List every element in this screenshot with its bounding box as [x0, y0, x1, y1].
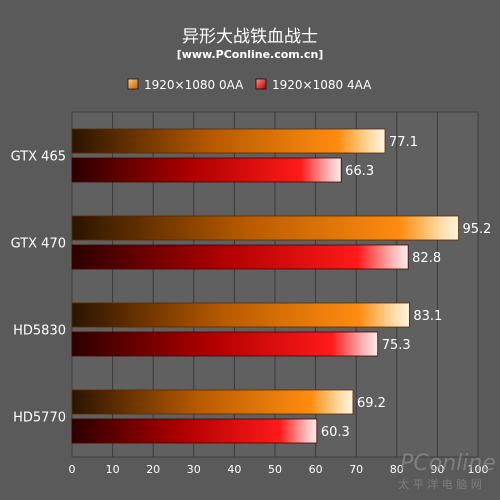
legend-swatch-4aa	[255, 78, 267, 90]
category-label-1: GTX 470	[11, 237, 66, 252]
category-label-3: HD5770	[13, 411, 66, 426]
x-tick-label-50: 50	[268, 463, 282, 476]
value-label-0-0: 77.1	[389, 135, 418, 150]
x-tick-label-70: 70	[349, 463, 363, 476]
bar-0-0	[71, 128, 386, 154]
legend: 1920×1080 0AA 1920×1080 4AA	[127, 78, 372, 92]
x-tick-label-0: 0	[69, 463, 76, 476]
value-label-2-1: 75.3	[382, 338, 411, 353]
value-label-3-1: 60.3	[321, 425, 350, 440]
bar-3-1	[71, 418, 318, 444]
legend-swatch-0aa	[127, 78, 139, 90]
chart-title: 异形大战铁血战士	[182, 27, 318, 47]
x-tick-label-40: 40	[227, 463, 241, 476]
chart-subtitle: [www.PConline.com.cn]	[177, 48, 324, 61]
x-tick-label-20: 20	[146, 463, 160, 476]
bar-0-1	[71, 157, 342, 183]
x-tick-label-100: 100	[468, 463, 489, 476]
watermark-brand: PConline	[400, 451, 496, 476]
value-label-0-1: 66.3	[345, 164, 374, 179]
watermark-tagline: 太 平 洋 电 脑 网	[398, 477, 481, 491]
legend-label-4aa: 1920×1080 4AA	[272, 78, 372, 92]
bar-2-1	[71, 331, 379, 357]
value-label-2-0: 83.1	[413, 309, 442, 324]
x-tick-label-80: 80	[390, 463, 404, 476]
x-tick-label-60: 60	[309, 463, 323, 476]
bars	[71, 128, 459, 444]
x-tick-label-10: 10	[106, 463, 120, 476]
x-tick-label-30: 30	[187, 463, 201, 476]
x-tick-label-90: 90	[430, 463, 444, 476]
category-label-0: GTX 465	[11, 150, 66, 165]
value-labels: 77.1 66.3 95.2 82.8 83.175.3 69.2 60.3	[321, 135, 492, 440]
value-label-1-1: 82.8	[412, 251, 441, 266]
legend-label-0aa: 1920×1080 0AA	[144, 78, 244, 92]
bar-1-0	[71, 215, 459, 241]
watermark: PConline 太 平 洋 电 脑 网	[398, 451, 496, 491]
value-label-3-0: 69.2	[357, 396, 386, 411]
bar-1-1	[71, 244, 409, 270]
category-labels: GTX 465 GTX 470 HD5830 HD5770	[11, 150, 66, 426]
x-axis-ticks: 0 10 20 30 40 50 60 70 80 90 100	[69, 463, 489, 476]
category-label-2: HD5830	[13, 324, 66, 339]
bar-2-0	[71, 302, 410, 328]
value-label-1-0: 95.2	[463, 222, 492, 237]
bar-3-0	[71, 389, 354, 415]
